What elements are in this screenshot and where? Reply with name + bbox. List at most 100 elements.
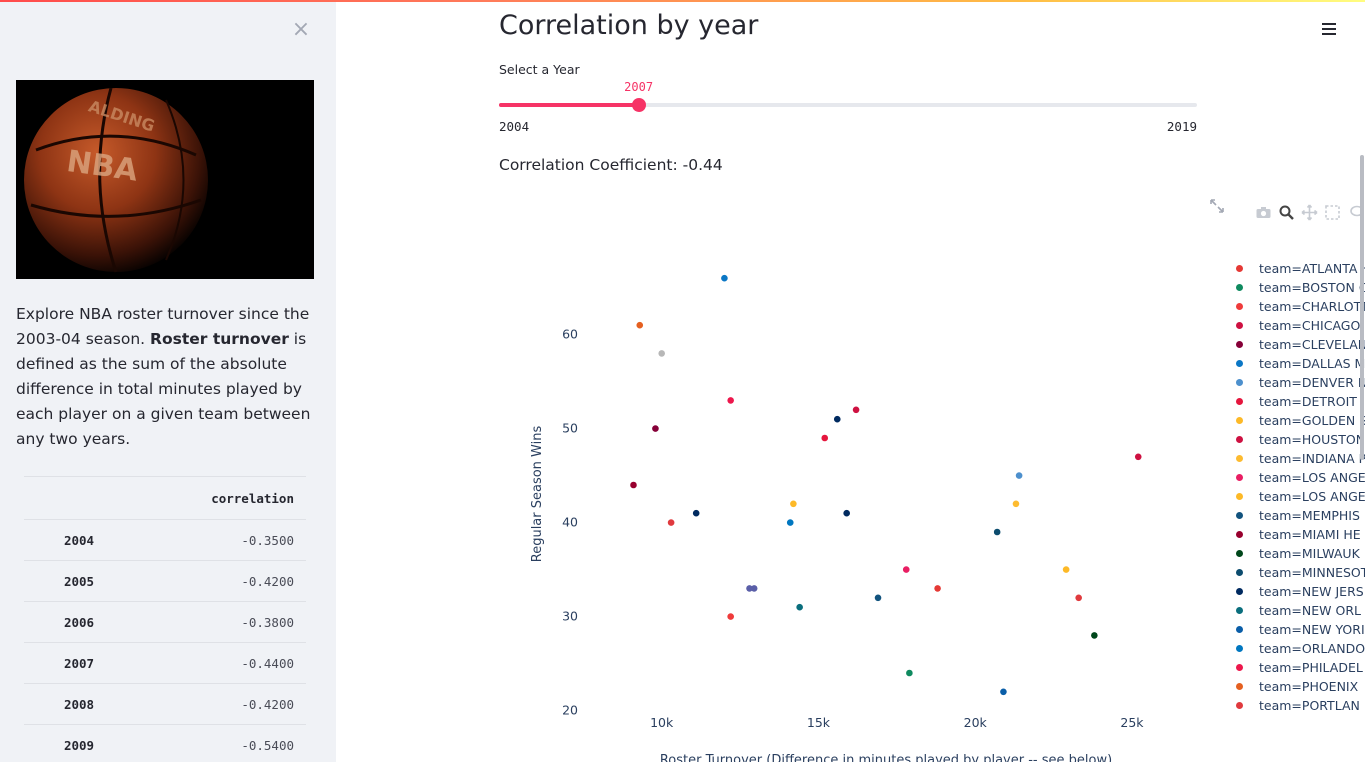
data-point[interactable] bbox=[630, 481, 637, 489]
legend-marker bbox=[1236, 417, 1243, 424]
legend-item[interactable]: team=NEW ORL bbox=[1230, 601, 1365, 620]
legend-label: team=MILWAUK bbox=[1259, 546, 1360, 561]
legend-label: team=NEW JERS bbox=[1259, 584, 1364, 599]
data-point[interactable] bbox=[692, 509, 700, 517]
data-point[interactable] bbox=[796, 603, 803, 611]
legend-label: team=ORLANDO bbox=[1259, 641, 1365, 656]
menu-icon[interactable] bbox=[1318, 18, 1340, 40]
y-tick-label: 60 bbox=[562, 327, 578, 342]
legend-item[interactable]: team=DENVER N bbox=[1230, 373, 1365, 392]
legend-label: team=HOUSTON bbox=[1259, 432, 1365, 447]
table-row: 2007 -0.4400 bbox=[24, 642, 306, 683]
legend-label: team=PHOENIX bbox=[1259, 679, 1359, 694]
legend-label: team=PORTLAN bbox=[1259, 698, 1360, 713]
legend-item[interactable]: team=MILWAUK bbox=[1230, 544, 1365, 563]
data-point[interactable] bbox=[727, 397, 734, 404]
fullscreen-icon[interactable] bbox=[1209, 198, 1225, 214]
slider-max: 2019 bbox=[1166, 119, 1197, 134]
box-select-icon[interactable] bbox=[1324, 204, 1341, 221]
legend-marker bbox=[1236, 398, 1243, 405]
x-tick-label: 20k bbox=[964, 715, 988, 730]
data-points bbox=[630, 274, 1142, 696]
legend-item[interactable]: team=PHILADEL bbox=[1230, 658, 1365, 677]
legend-item[interactable]: team=NEW JERS bbox=[1230, 582, 1365, 601]
legend-item[interactable]: team=CLEVELAN bbox=[1230, 335, 1365, 354]
x-axis-label: Roster Turnover (Difference in minutes p… bbox=[660, 753, 1112, 762]
legend-item[interactable]: team=MINNESOT bbox=[1230, 563, 1365, 582]
legend-marker bbox=[1236, 379, 1243, 386]
table-header: correlation bbox=[24, 476, 306, 519]
legend-marker bbox=[1236, 569, 1243, 576]
legend-item[interactable]: team=CHICAGO bbox=[1230, 316, 1365, 335]
data-point[interactable] bbox=[906, 669, 913, 677]
data-point[interactable] bbox=[833, 415, 841, 423]
data-point[interactable] bbox=[636, 321, 644, 329]
slider-thumb[interactable] bbox=[631, 98, 646, 112]
basketball-image: NBA ALDING bbox=[16, 80, 314, 279]
data-point[interactable] bbox=[1012, 500, 1020, 508]
close-icon[interactable]: × bbox=[291, 17, 311, 42]
legend-item[interactable]: team=ORLANDO bbox=[1230, 639, 1365, 658]
legend-item[interactable]: team=INDIANA P bbox=[1230, 449, 1365, 468]
legend-item[interactable]: team=BOSTON C bbox=[1230, 278, 1365, 297]
data-point[interactable] bbox=[1062, 566, 1070, 573]
data-point[interactable] bbox=[1000, 688, 1007, 696]
data-point[interactable] bbox=[1015, 472, 1023, 479]
data-point[interactable] bbox=[658, 350, 666, 357]
intro-bold-term: Roster turnover bbox=[150, 330, 289, 348]
data-point[interactable] bbox=[746, 585, 753, 592]
legend-item[interactable]: team=NEW YORI bbox=[1230, 620, 1365, 639]
data-point[interactable] bbox=[852, 406, 860, 414]
intro-text-part: is defined as the sum of the absolute di… bbox=[16, 330, 311, 448]
row-value: -0.4200 bbox=[241, 696, 294, 712]
data-point[interactable] bbox=[821, 434, 829, 442]
pan-icon[interactable] bbox=[1301, 204, 1318, 221]
legend-item[interactable]: team=LOS ANGE bbox=[1230, 468, 1365, 487]
legend-item[interactable]: team=ATLANTA H bbox=[1230, 259, 1365, 278]
legend-item[interactable]: team=CHARLOTT bbox=[1230, 297, 1365, 316]
legend-label: team=MINNESOT bbox=[1259, 565, 1365, 580]
data-point[interactable] bbox=[790, 500, 797, 508]
data-point[interactable] bbox=[934, 585, 941, 592]
legend-item[interactable]: team=PHOENIX bbox=[1230, 677, 1365, 696]
legend-item[interactable]: team=PORTLAN bbox=[1230, 696, 1365, 715]
zoom-icon[interactable] bbox=[1278, 204, 1295, 221]
legend-item[interactable]: team=MIAMI HE bbox=[1230, 525, 1365, 544]
scrollbar[interactable] bbox=[1360, 155, 1364, 460]
row-year: 2007 bbox=[63, 655, 95, 671]
data-point[interactable] bbox=[843, 509, 850, 517]
data-point[interactable] bbox=[1091, 632, 1098, 639]
legend-item[interactable]: team=DETROIT bbox=[1230, 392, 1365, 411]
legend-marker bbox=[1236, 607, 1243, 614]
data-point[interactable] bbox=[902, 566, 910, 573]
scatter-plot[interactable]: 20 30 40 50 60 10k 15k 20k 25k Regular Season W… bbox=[499, 230, 1199, 762]
camera-icon[interactable] bbox=[1255, 204, 1272, 221]
row-year: 2006 bbox=[63, 614, 95, 630]
legend-item[interactable]: team=GOLDEN S bbox=[1230, 411, 1365, 430]
data-point[interactable] bbox=[993, 528, 1001, 536]
legend-item[interactable]: team=DALLAS M bbox=[1230, 354, 1365, 373]
legend-label: team=LOS ANGE bbox=[1259, 470, 1365, 485]
legend-marker bbox=[1236, 341, 1243, 348]
legend-item[interactable]: team=LOS ANGE bbox=[1230, 487, 1365, 506]
legend-label: team=ATLANTA H bbox=[1259, 261, 1365, 276]
legend-item[interactable]: team=MEMPHIS bbox=[1230, 506, 1365, 525]
data-point[interactable] bbox=[721, 274, 728, 282]
row-value: -0.4400 bbox=[241, 655, 294, 671]
data-point[interactable] bbox=[786, 519, 794, 526]
data-point[interactable] bbox=[652, 425, 659, 432]
legend-item[interactable]: team=HOUSTON bbox=[1230, 430, 1365, 449]
legend-label: team=MIAMI HE bbox=[1259, 527, 1361, 542]
data-point[interactable] bbox=[750, 585, 758, 592]
legend-marker bbox=[1236, 550, 1243, 557]
x-tick-label: 10k bbox=[650, 715, 674, 730]
data-point[interactable] bbox=[727, 613, 734, 620]
data-point[interactable] bbox=[1134, 453, 1142, 461]
data-point[interactable] bbox=[667, 519, 675, 526]
y-tick-label: 30 bbox=[562, 609, 578, 624]
column-header: correlation bbox=[211, 490, 294, 506]
year-slider[interactable] bbox=[499, 98, 1197, 112]
data-point[interactable] bbox=[874, 594, 882, 602]
data-point[interactable] bbox=[1075, 594, 1082, 602]
legend-marker bbox=[1236, 626, 1243, 633]
